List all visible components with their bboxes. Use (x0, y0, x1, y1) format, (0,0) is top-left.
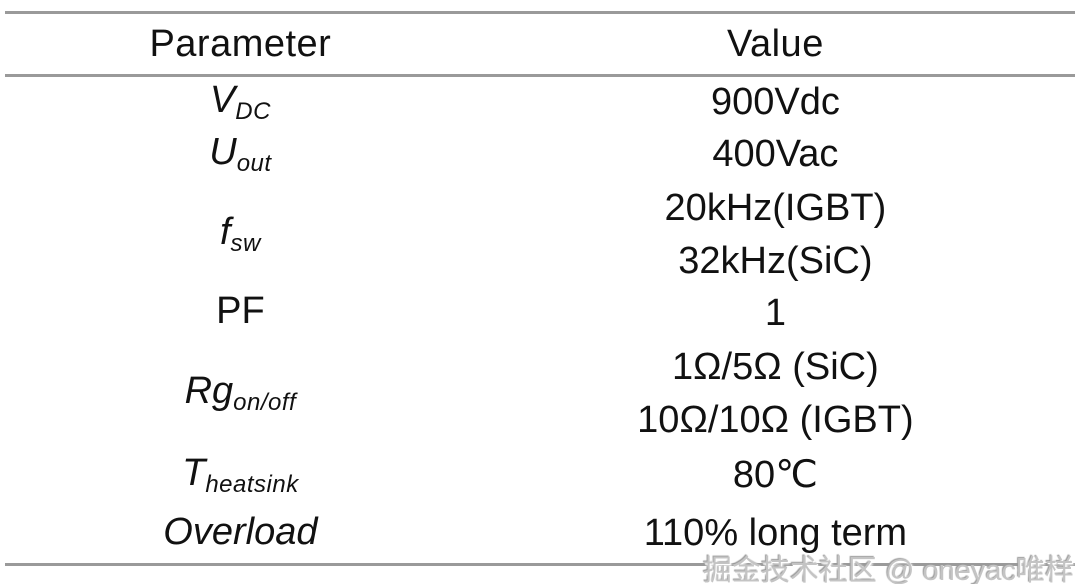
parameter-cell: Theatsink (5, 447, 476, 506)
parameter-cell: VDC (5, 76, 476, 129)
parameter-symbol: T (182, 452, 206, 495)
table-row-pf: PF 1 (5, 288, 1075, 341)
value-line: 1Ω/5Ω (SiC) (672, 345, 879, 388)
parameter-symbol: f (219, 210, 231, 253)
table-row-rg: Rgon/off 1Ω/5Ω (SiC) 10Ω/10Ω (IGBT) (5, 341, 1075, 447)
parameter-subscript: sw (230, 229, 261, 257)
parameter-subscript: out (236, 150, 272, 178)
parameter-symbol: U (209, 131, 237, 174)
value-cell: 1Ω/5Ω (SiC) 10Ω/10Ω (IGBT) (476, 341, 1075, 447)
parameter-symbol: Overload (163, 510, 318, 553)
parameter-subscript: on/off (233, 388, 297, 416)
value-cell: 900Vdc (710, 80, 840, 123)
parameter-subscript: heatsink (205, 471, 299, 499)
table-row-uout: Uout 400Vac (5, 129, 1075, 182)
value-cell: 20kHz(IGBT) 32kHz(SiC) (476, 182, 1075, 288)
header-row: Parameter Value (5, 12, 1075, 77)
table-row-theatsink: Theatsink 80℃ (5, 447, 1075, 506)
page: Parameter Value VDC 900Vdc Uout 400Vac f… (0, 11, 1080, 584)
column-header-value: Value (475, 12, 1075, 77)
column-header-parameter: Parameter (5, 12, 476, 77)
parameter-symbol: V (209, 79, 236, 122)
value-line: 20kHz(IGBT) (664, 186, 887, 229)
table-row-overload: Overload 110% long term (5, 506, 1075, 565)
value-cell: 1 (764, 292, 786, 335)
parameter-cell: Uout (5, 129, 476, 182)
table-row-fsw: fsw 20kHz(IGBT) 32kHz(SiC) (5, 182, 1075, 288)
parameter-symbol: Rg (184, 369, 234, 412)
value-cell: 400Vac (712, 133, 839, 176)
value-line: 32kHz(SiC) (678, 239, 873, 282)
parameter-symbol: PF (216, 290, 265, 333)
parameter-cell: Rgon/off (5, 341, 476, 447)
parameter-subscript: DC (235, 98, 271, 126)
parameter-table: Parameter Value VDC 900Vdc Uout 400Vac f… (5, 11, 1075, 566)
value-cell: 80℃ (732, 454, 818, 497)
table-row-vdc: VDC 900Vdc (5, 76, 1075, 129)
table-body: VDC 900Vdc Uout 400Vac fsw 20kHz(IGBT) 3… (5, 76, 1075, 565)
value-line: 10Ω/10Ω (IGBT) (637, 398, 914, 441)
parameter-cell: fsw (5, 182, 476, 288)
parameter-cell: Overload (5, 506, 476, 565)
value-cell: 110% long term (643, 512, 908, 555)
table-header: Parameter Value (5, 12, 1075, 77)
parameter-cell: PF (5, 288, 476, 341)
